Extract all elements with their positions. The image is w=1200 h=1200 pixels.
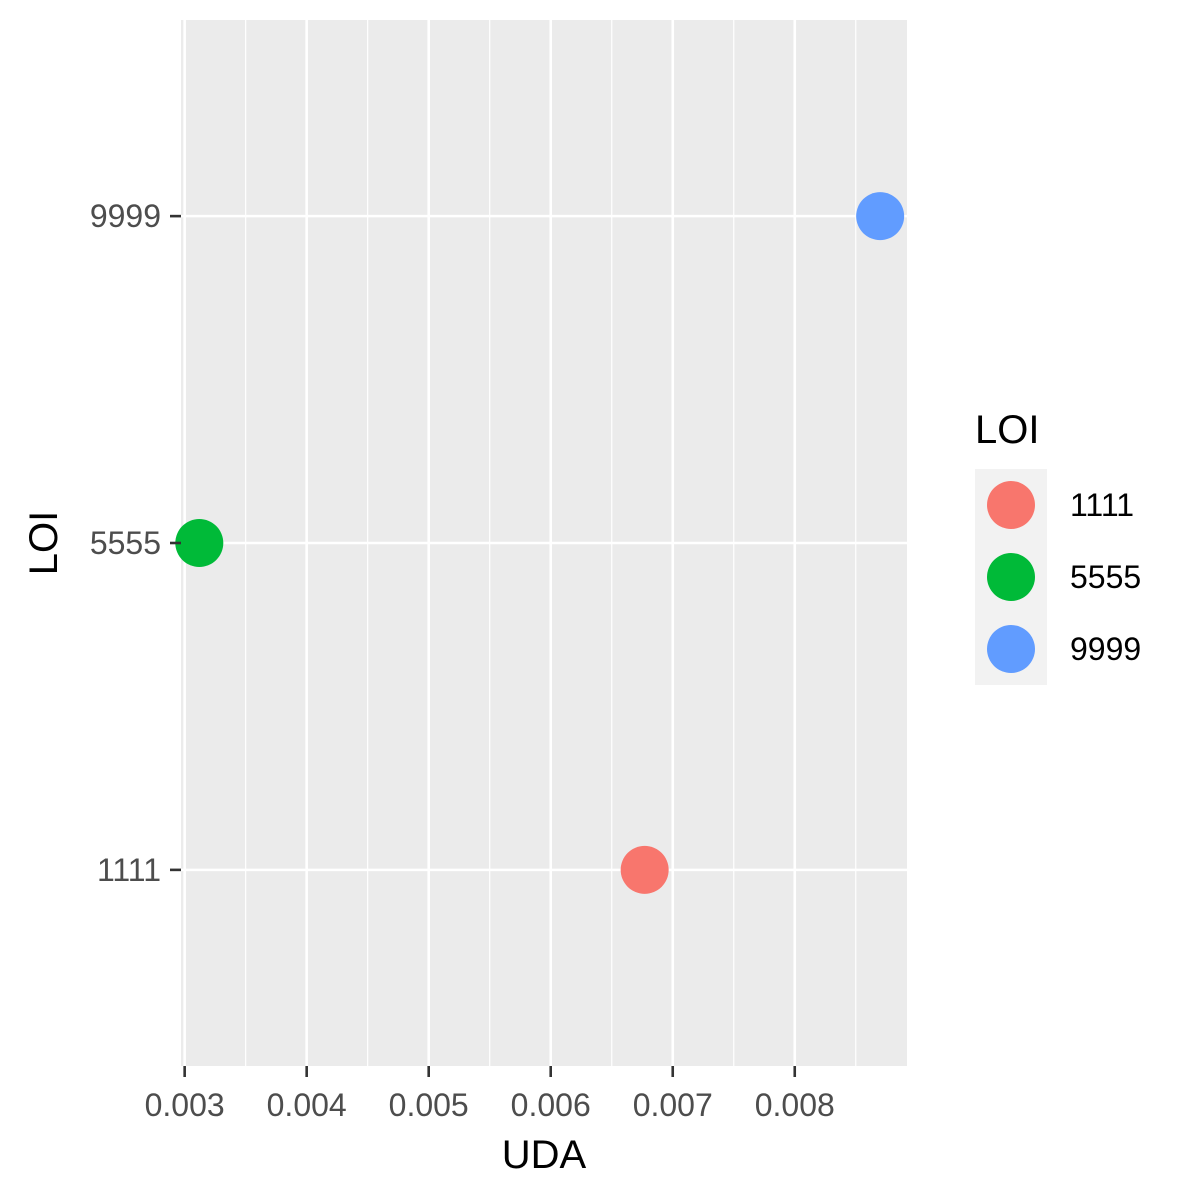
legend-label-9999: 9999 [1070,631,1141,667]
x-tick-label: 0.004 [267,1087,347,1123]
y-tick-label: 5555 [90,525,161,561]
legend-label-1111: 1111 [1070,487,1134,523]
data-point-5555 [175,519,224,567]
y-tick-label: 1111 [97,852,161,888]
data-point-1111 [620,845,669,894]
legend-label-5555: 5555 [1070,559,1141,595]
x-tick-label: 0.008 [755,1087,835,1123]
legend-key-9999 [987,625,1035,673]
legend-key-5555 [987,553,1035,601]
y-axis: 1111 5555 9999 [90,198,181,888]
x-axis: 0.003 0.004 0.005 0.006 0.007 0.008 [145,1066,835,1123]
legend-key-1111 [987,481,1035,529]
x-tick-label: 0.007 [633,1087,713,1123]
legend: LOI 1111 5555 9999 [975,408,1141,685]
y-tick-label: 9999 [90,198,161,234]
major-grid [181,20,907,1066]
y-axis-title: LOI [22,511,66,575]
legend-title: LOI [975,408,1039,452]
x-tick-label: 0.005 [389,1087,469,1123]
x-axis-title: UDA [502,1133,587,1177]
legend-keys: 1111 5555 9999 [987,481,1141,673]
data-point-9999 [856,192,905,241]
x-tick-label: 0.006 [511,1087,591,1123]
x-tick-label: 0.003 [145,1087,225,1123]
data-points [175,192,905,894]
